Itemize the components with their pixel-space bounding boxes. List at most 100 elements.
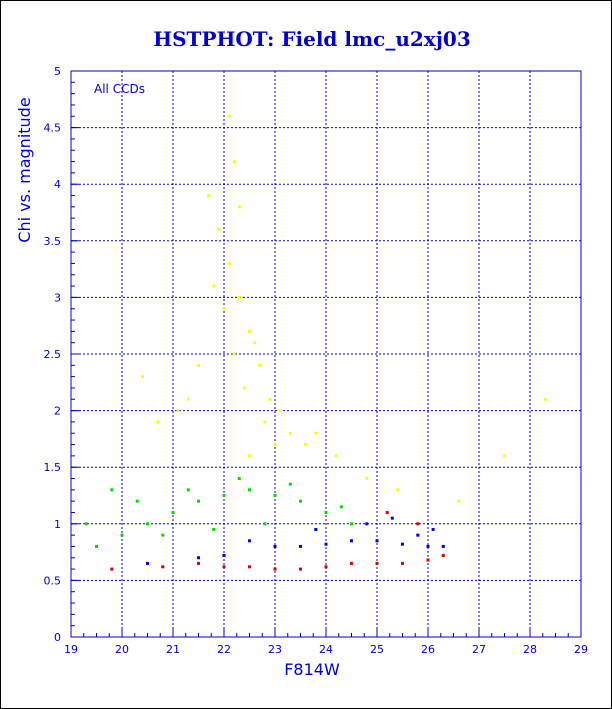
data-point [161,533,165,537]
data-point [288,431,292,435]
data-point [197,556,200,560]
data-point [171,510,175,514]
x-tick-label: 19 [64,643,78,656]
data-point [232,160,236,164]
y-tick-label: 4.5 [44,122,62,135]
data-point [176,409,180,413]
ccd-annotation: All CCDs [94,82,145,96]
data-point [237,205,241,209]
data-point [140,375,144,379]
data-point [237,295,241,299]
data-point [197,561,200,565]
y-tick-label: 3 [54,291,61,304]
axis-ticks: 19 20 21 22 23 24 25 26 27 28 29 0 0.5 1 1.5 2 2.5 3 3.5 4 4… [44,65,589,656]
data-point [278,409,282,413]
x-axis-label: F814W [284,660,340,679]
data-point [84,522,88,526]
data-point [339,505,343,509]
data-point [324,510,328,514]
data-point [543,397,547,401]
data-point [503,454,506,458]
data-point [258,363,262,367]
data-point [237,477,241,481]
data-point [207,194,211,198]
y-tick-label: 4 [54,178,61,191]
data-point [273,494,277,497]
y-tick-label: 0.5 [44,574,62,587]
data-point [242,386,246,390]
y-tick-label: 0 [54,631,61,644]
data-point [273,567,277,571]
data-point [186,397,190,401]
data-point [299,544,302,548]
x-tick-label: 20 [115,643,129,656]
data-point [248,539,251,543]
data-point [186,488,190,492]
data-point [110,488,114,492]
data-point [212,284,216,288]
data-point [314,431,318,435]
data-point [395,488,399,492]
data-point [146,522,149,526]
x-tick-label: 28 [523,643,537,656]
data-point [273,443,277,447]
data-point [426,558,430,562]
data-point [95,544,98,548]
x-tick-label: 23 [268,643,282,656]
data-point [324,565,328,569]
data-point [431,527,435,531]
data-point [161,565,165,569]
data-point [314,527,318,531]
x-tick-label: 26 [421,643,435,656]
y-tick-label: 3.5 [44,235,62,248]
data-point [401,542,404,546]
data-point [110,567,114,571]
y-tick-label: 2.5 [44,348,62,361]
data-point [227,261,231,265]
data-point [385,510,389,514]
data-point [222,494,226,497]
data-point [248,488,251,492]
data-point [273,544,277,548]
data-point [227,114,231,118]
x-tick-label: 25 [370,643,384,656]
data-point [350,539,353,543]
x-tick-label: 24 [319,643,333,656]
x-tick-label: 21 [166,643,180,656]
data-point [441,544,445,548]
data-point [146,561,149,565]
data-point [365,477,369,481]
data-point [120,533,124,537]
data-point [263,522,267,526]
data-point [416,522,420,526]
x-tick-label: 27 [472,643,486,656]
data-point [268,397,272,401]
y-tick-label: 2 [54,405,61,418]
y-axis-label: Chi vs. magnitude [15,97,34,242]
data-point [299,567,302,571]
data-point [401,561,404,565]
data-point [457,499,461,503]
data-point [426,544,430,548]
data-point [212,527,216,531]
data-point [304,443,308,447]
y-tick-label: 1 [54,518,61,531]
data-point [248,565,251,569]
data-point [350,522,353,526]
data-point [441,553,445,557]
x-tick-label: 29 [574,643,588,656]
grid-lines [71,71,581,637]
data-point [299,499,302,503]
x-tick-label: 22 [217,643,231,656]
data-point [222,553,226,557]
y-tick-label: 1.5 [44,461,62,474]
data-point [248,454,251,458]
data-point [217,227,221,231]
data-point [135,499,139,503]
data-point [222,565,226,569]
data-point [375,561,379,565]
data-point [197,363,200,367]
data-point [365,522,369,526]
data-points [84,114,547,571]
